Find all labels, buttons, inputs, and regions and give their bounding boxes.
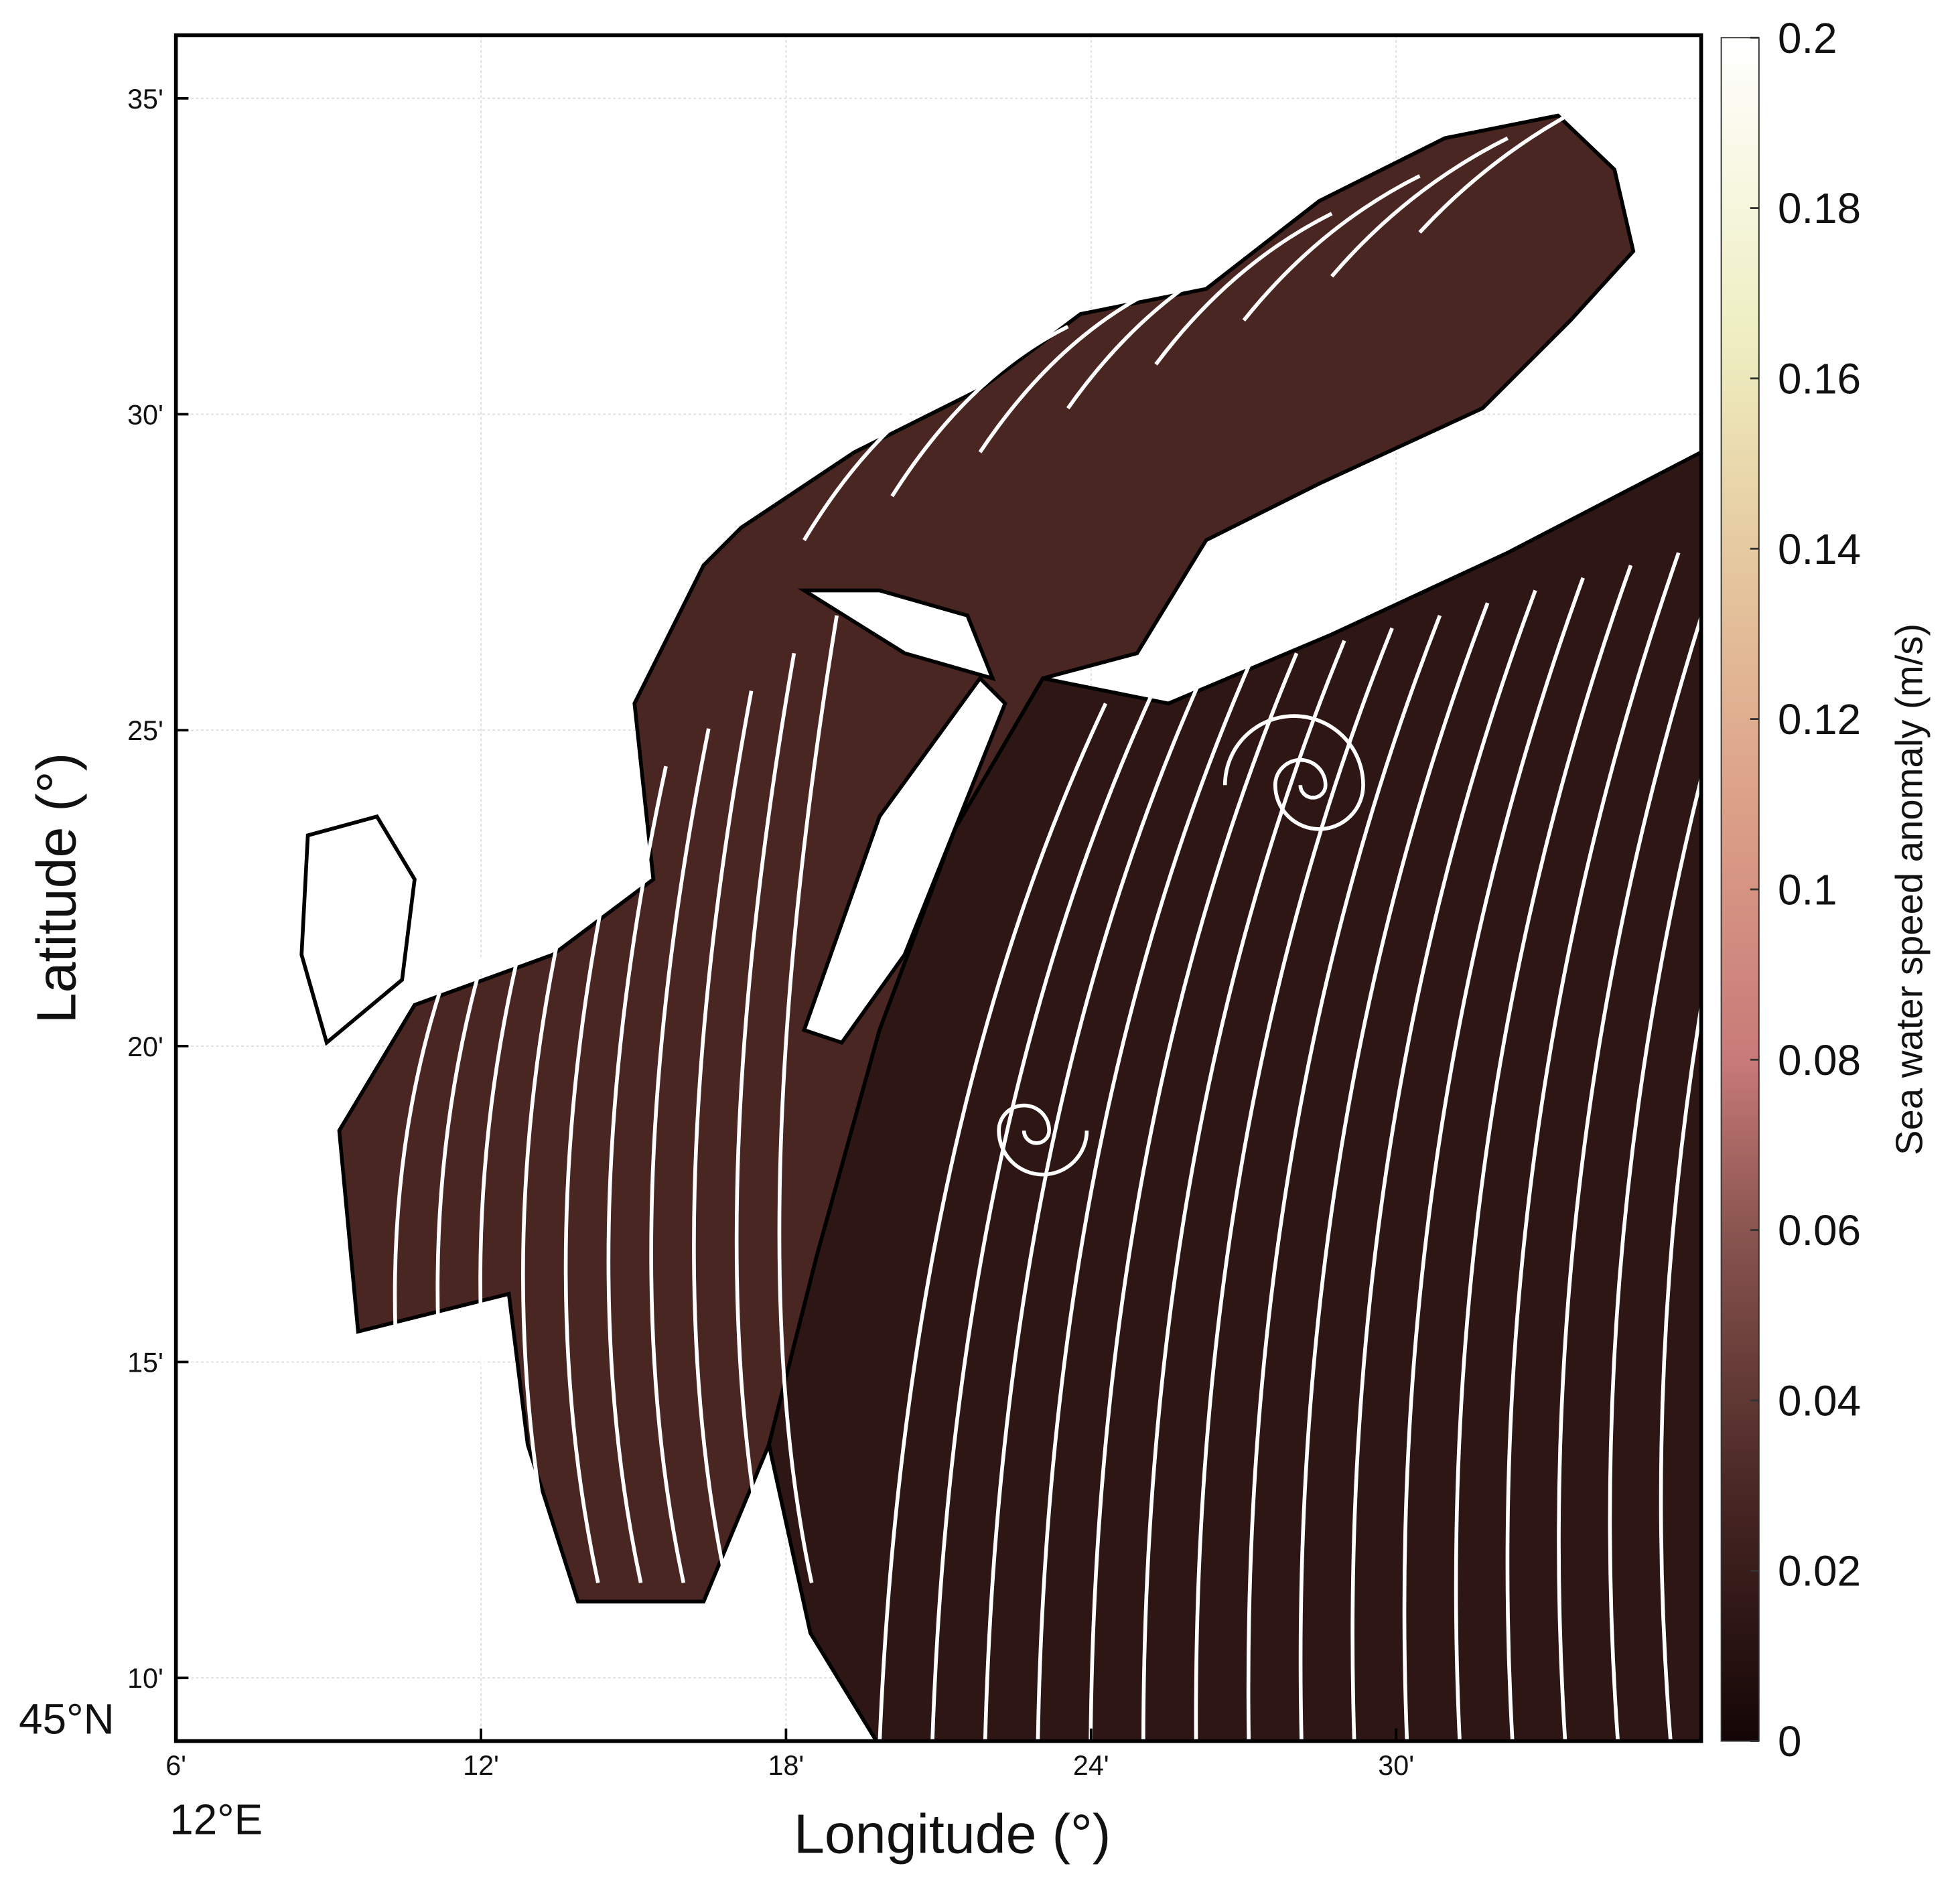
streamline [1036, 664, 1251, 1741]
land [801, 675, 1007, 1045]
colorbar-tick-label: 0.08 [1778, 1036, 1861, 1084]
x-tick-label: 18' [768, 1750, 804, 1781]
streamline [978, 287, 1157, 453]
y-tick-label: 10' [127, 1663, 163, 1694]
colorbar-tick-label: 0.04 [1778, 1376, 1861, 1425]
streamline [1330, 136, 1509, 278]
land [299, 814, 417, 1046]
streamline [435, 916, 497, 1583]
streamline [1454, 565, 1633, 1741]
streamline [1418, 98, 1597, 234]
axes: 6' 12' 18' 24' 30' 10' 15' 20' 25' 30' 35' 0 0.02 0.0… [127, 14, 1861, 1781]
streamline [777, 615, 839, 1583]
colorbar-tick-label: 0.18 [1778, 184, 1861, 232]
streamline [930, 690, 1156, 1741]
streamline [997, 1103, 1089, 1177]
streamline [1350, 589, 1537, 1741]
colorbar-tick-label: 0.2 [1778, 14, 1837, 62]
colorbar-tick-label: 0.16 [1778, 354, 1861, 403]
x-origin-label: 12°E [169, 1795, 263, 1843]
y-tick-label: 35' [127, 84, 163, 115]
x-tick-label: 30' [1378, 1750, 1414, 1781]
streamline [1608, 770, 1701, 1741]
sea-water [767, 450, 1701, 1741]
colorbar-tick-label: 0.06 [1778, 1206, 1861, 1254]
y-tick-label: 15' [127, 1348, 163, 1378]
land [797, 588, 996, 682]
streamline [393, 954, 454, 1583]
colorbar-label: Sea water speed anomaly (m/s) [1888, 624, 1931, 1155]
streamline [1066, 249, 1245, 410]
streamline [1089, 652, 1299, 1741]
streamline [734, 652, 796, 1583]
y-tick-label: 25' [127, 715, 163, 746]
y-tick-label: 20' [127, 1031, 163, 1062]
streamline [1141, 640, 1346, 1741]
colorbar-tick-label: 0.02 [1778, 1547, 1861, 1595]
streamline [1242, 174, 1421, 322]
streamline [1194, 627, 1394, 1741]
streamline [606, 766, 668, 1583]
streamline [563, 803, 626, 1583]
map-layer [299, 98, 1701, 1741]
streamline [1222, 714, 1365, 831]
streamline [649, 728, 711, 1583]
x-tick-label: 12' [463, 1750, 499, 1781]
streamline [1298, 602, 1490, 1741]
streamline [983, 677, 1203, 1741]
streamline [1505, 552, 1681, 1741]
colorbar-tick-label: 0.14 [1778, 525, 1861, 573]
colorbar-tick-label: 0 [1778, 1717, 1801, 1765]
y-origin-label: 45°N [19, 1694, 114, 1743]
y-axis-label: Latitude (°) [26, 753, 88, 1024]
plot-frame [173, 33, 1703, 1743]
streamline [478, 879, 540, 1583]
streamline [802, 362, 981, 541]
streamline [692, 691, 754, 1583]
streamline [890, 325, 1069, 498]
streamlines [393, 98, 1701, 1741]
streamline [1246, 615, 1442, 1741]
x-tick-label: 24' [1073, 1750, 1109, 1781]
streamline [1154, 212, 1333, 366]
x-axis-label: Longitude (°) [794, 1803, 1111, 1865]
streamline [1402, 577, 1585, 1741]
streamline [1557, 611, 1701, 1741]
y-tick-label: 30' [127, 400, 163, 431]
streamline [521, 841, 583, 1583]
streamline [1659, 996, 1701, 1741]
streamline [878, 703, 1108, 1741]
colorbar-tick-label: 0.12 [1778, 695, 1861, 743]
x-tick-label: 6' [165, 1750, 186, 1781]
colorbar-tick-label: 0.1 [1778, 865, 1837, 914]
